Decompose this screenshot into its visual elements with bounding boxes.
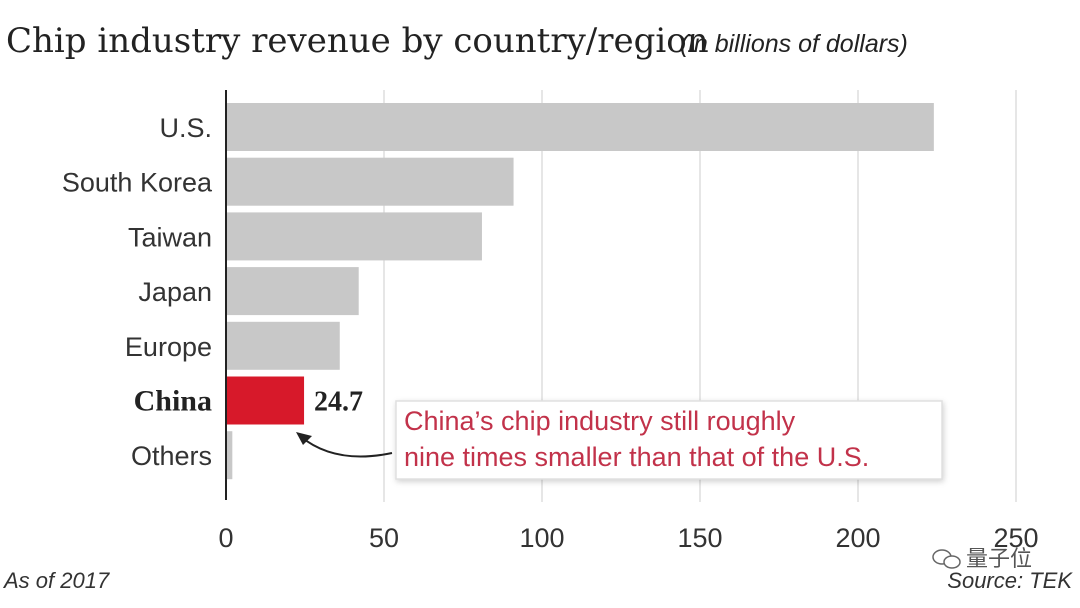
x-tick-label: 250 [993,523,1038,553]
category-label: Taiwan [128,222,212,252]
wechat-icon [932,549,961,569]
bar [226,321,340,370]
annotation-arrowhead [296,432,312,445]
category-label: U.S. [159,113,212,143]
footer-source: Source: TEK [947,568,1073,593]
category-labels: U.S. South Korea Taiwan Japan Europe China Oth… [62,113,213,471]
bar [226,212,482,261]
bar [226,103,934,151]
category-label: China [134,385,212,418]
bar-highlight [226,376,305,425]
china-value-label: 24.7 [314,387,363,418]
bar [226,157,514,206]
bars [226,103,934,480]
category-label: South Korea [62,168,213,198]
x-tick-label: 50 [369,523,399,553]
watermark: 量子位 [932,547,1032,572]
annotation-line-1: China’s chip industry still roughly [404,406,796,436]
annotation-line-2: nine times smaller than that of the U.S. [404,442,869,472]
category-label: Japan [138,277,212,307]
bar [226,431,233,480]
annotation-arrow [299,435,393,458]
category-label: Others [131,441,212,471]
chart-title: Chip industry revenue by country/region [6,21,709,61]
annotation-box [395,400,943,480]
bar [226,267,359,316]
x-tick-labels: 0 50 100 150 200 250 [218,523,1038,553]
x-tick-label: 150 [677,523,722,553]
chart-title-unit: (in billions of dollars) [680,30,908,58]
x-tick-label: 0 [218,523,233,553]
category-label: Europe [125,332,212,362]
x-tick-label: 200 [835,523,880,553]
watermark-text: 量子位 [966,547,1032,572]
annotation: China’s chip industry still roughly nine… [296,400,943,480]
footer-note: As of 2017 [2,568,110,593]
x-tick-label: 100 [519,523,564,553]
